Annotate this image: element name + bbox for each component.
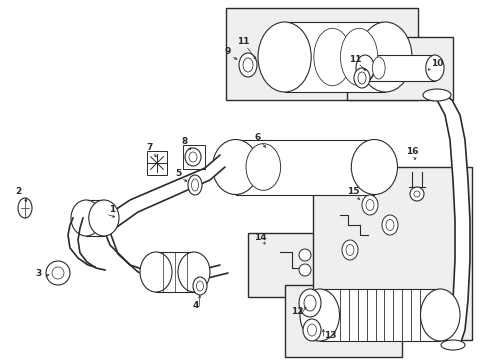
Ellipse shape xyxy=(196,281,203,291)
Bar xyxy=(285,22,386,92)
Bar xyxy=(86,200,104,236)
Text: 3: 3 xyxy=(35,269,41,278)
Bar xyxy=(365,55,435,81)
Ellipse shape xyxy=(89,200,119,236)
Ellipse shape xyxy=(441,340,465,350)
Ellipse shape xyxy=(314,28,351,86)
Text: 4: 4 xyxy=(193,301,199,310)
Ellipse shape xyxy=(192,179,198,191)
Ellipse shape xyxy=(308,324,317,336)
Circle shape xyxy=(46,261,70,285)
Circle shape xyxy=(299,264,311,276)
Text: 12: 12 xyxy=(291,307,303,316)
Bar xyxy=(156,252,194,292)
Ellipse shape xyxy=(426,55,444,81)
Ellipse shape xyxy=(386,220,394,230)
Ellipse shape xyxy=(188,175,202,195)
Text: 11: 11 xyxy=(349,54,361,63)
Circle shape xyxy=(52,267,64,279)
Ellipse shape xyxy=(382,215,398,235)
Text: 9: 9 xyxy=(225,48,231,57)
Ellipse shape xyxy=(346,244,354,256)
Ellipse shape xyxy=(362,195,378,215)
Circle shape xyxy=(299,249,311,261)
Ellipse shape xyxy=(299,289,321,317)
Bar xyxy=(347,37,453,100)
Bar xyxy=(285,285,402,357)
Ellipse shape xyxy=(423,89,451,101)
Ellipse shape xyxy=(303,319,321,341)
Bar xyxy=(248,233,367,297)
Ellipse shape xyxy=(246,144,281,190)
Ellipse shape xyxy=(71,200,101,236)
Bar xyxy=(226,8,418,100)
Text: 15: 15 xyxy=(347,188,359,197)
Text: 14: 14 xyxy=(254,233,266,242)
Ellipse shape xyxy=(342,240,358,260)
Circle shape xyxy=(410,187,424,201)
Ellipse shape xyxy=(366,199,374,211)
Ellipse shape xyxy=(193,277,207,295)
Text: 10: 10 xyxy=(431,58,443,68)
Ellipse shape xyxy=(213,139,259,194)
Ellipse shape xyxy=(420,289,460,341)
Ellipse shape xyxy=(18,198,32,218)
Ellipse shape xyxy=(239,53,257,77)
Text: 11: 11 xyxy=(237,37,249,46)
Ellipse shape xyxy=(178,252,210,292)
Bar xyxy=(147,151,167,175)
Bar xyxy=(320,289,440,341)
Polygon shape xyxy=(100,155,225,232)
Bar xyxy=(236,139,374,194)
Circle shape xyxy=(414,191,420,197)
Ellipse shape xyxy=(359,22,412,92)
Text: 6: 6 xyxy=(255,134,261,143)
Text: 2: 2 xyxy=(15,188,21,197)
Text: 16: 16 xyxy=(406,148,418,157)
Ellipse shape xyxy=(354,68,370,88)
Polygon shape xyxy=(100,220,228,282)
Text: 5: 5 xyxy=(175,170,181,179)
Ellipse shape xyxy=(372,57,385,79)
Ellipse shape xyxy=(304,295,316,311)
Ellipse shape xyxy=(185,148,201,166)
Text: 13: 13 xyxy=(324,330,336,339)
Text: 7: 7 xyxy=(147,144,153,153)
Text: 1: 1 xyxy=(109,206,115,215)
Ellipse shape xyxy=(341,28,378,86)
Ellipse shape xyxy=(351,139,397,194)
Bar xyxy=(313,167,472,340)
Polygon shape xyxy=(430,95,470,345)
Ellipse shape xyxy=(356,55,374,81)
Ellipse shape xyxy=(243,58,253,72)
Ellipse shape xyxy=(140,252,172,292)
Ellipse shape xyxy=(358,72,366,84)
Bar xyxy=(183,145,205,169)
Text: 8: 8 xyxy=(182,138,188,147)
Ellipse shape xyxy=(300,289,340,341)
Ellipse shape xyxy=(258,22,311,92)
Ellipse shape xyxy=(189,152,197,162)
